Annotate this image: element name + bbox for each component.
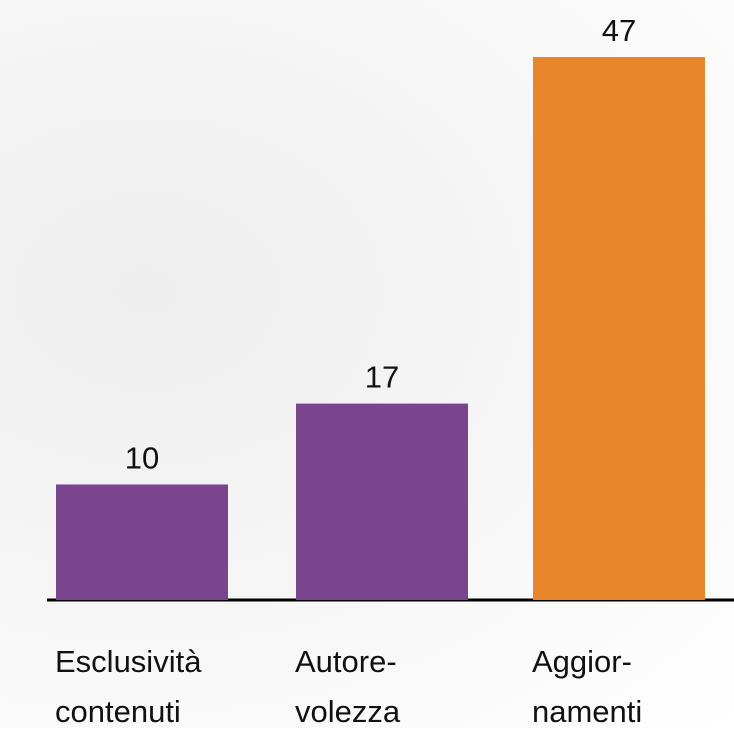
value-label: 47 — [602, 13, 636, 48]
bar — [56, 484, 228, 600]
value-label: 17 — [365, 360, 399, 395]
bar — [296, 403, 468, 600]
bar — [533, 57, 705, 600]
category-label: Autore- volezza — [295, 644, 401, 729]
category-label: Esclusività contenuti — [55, 644, 202, 729]
value-label: 10 — [125, 440, 159, 475]
category-label: Aggior- namenti — [532, 644, 643, 729]
